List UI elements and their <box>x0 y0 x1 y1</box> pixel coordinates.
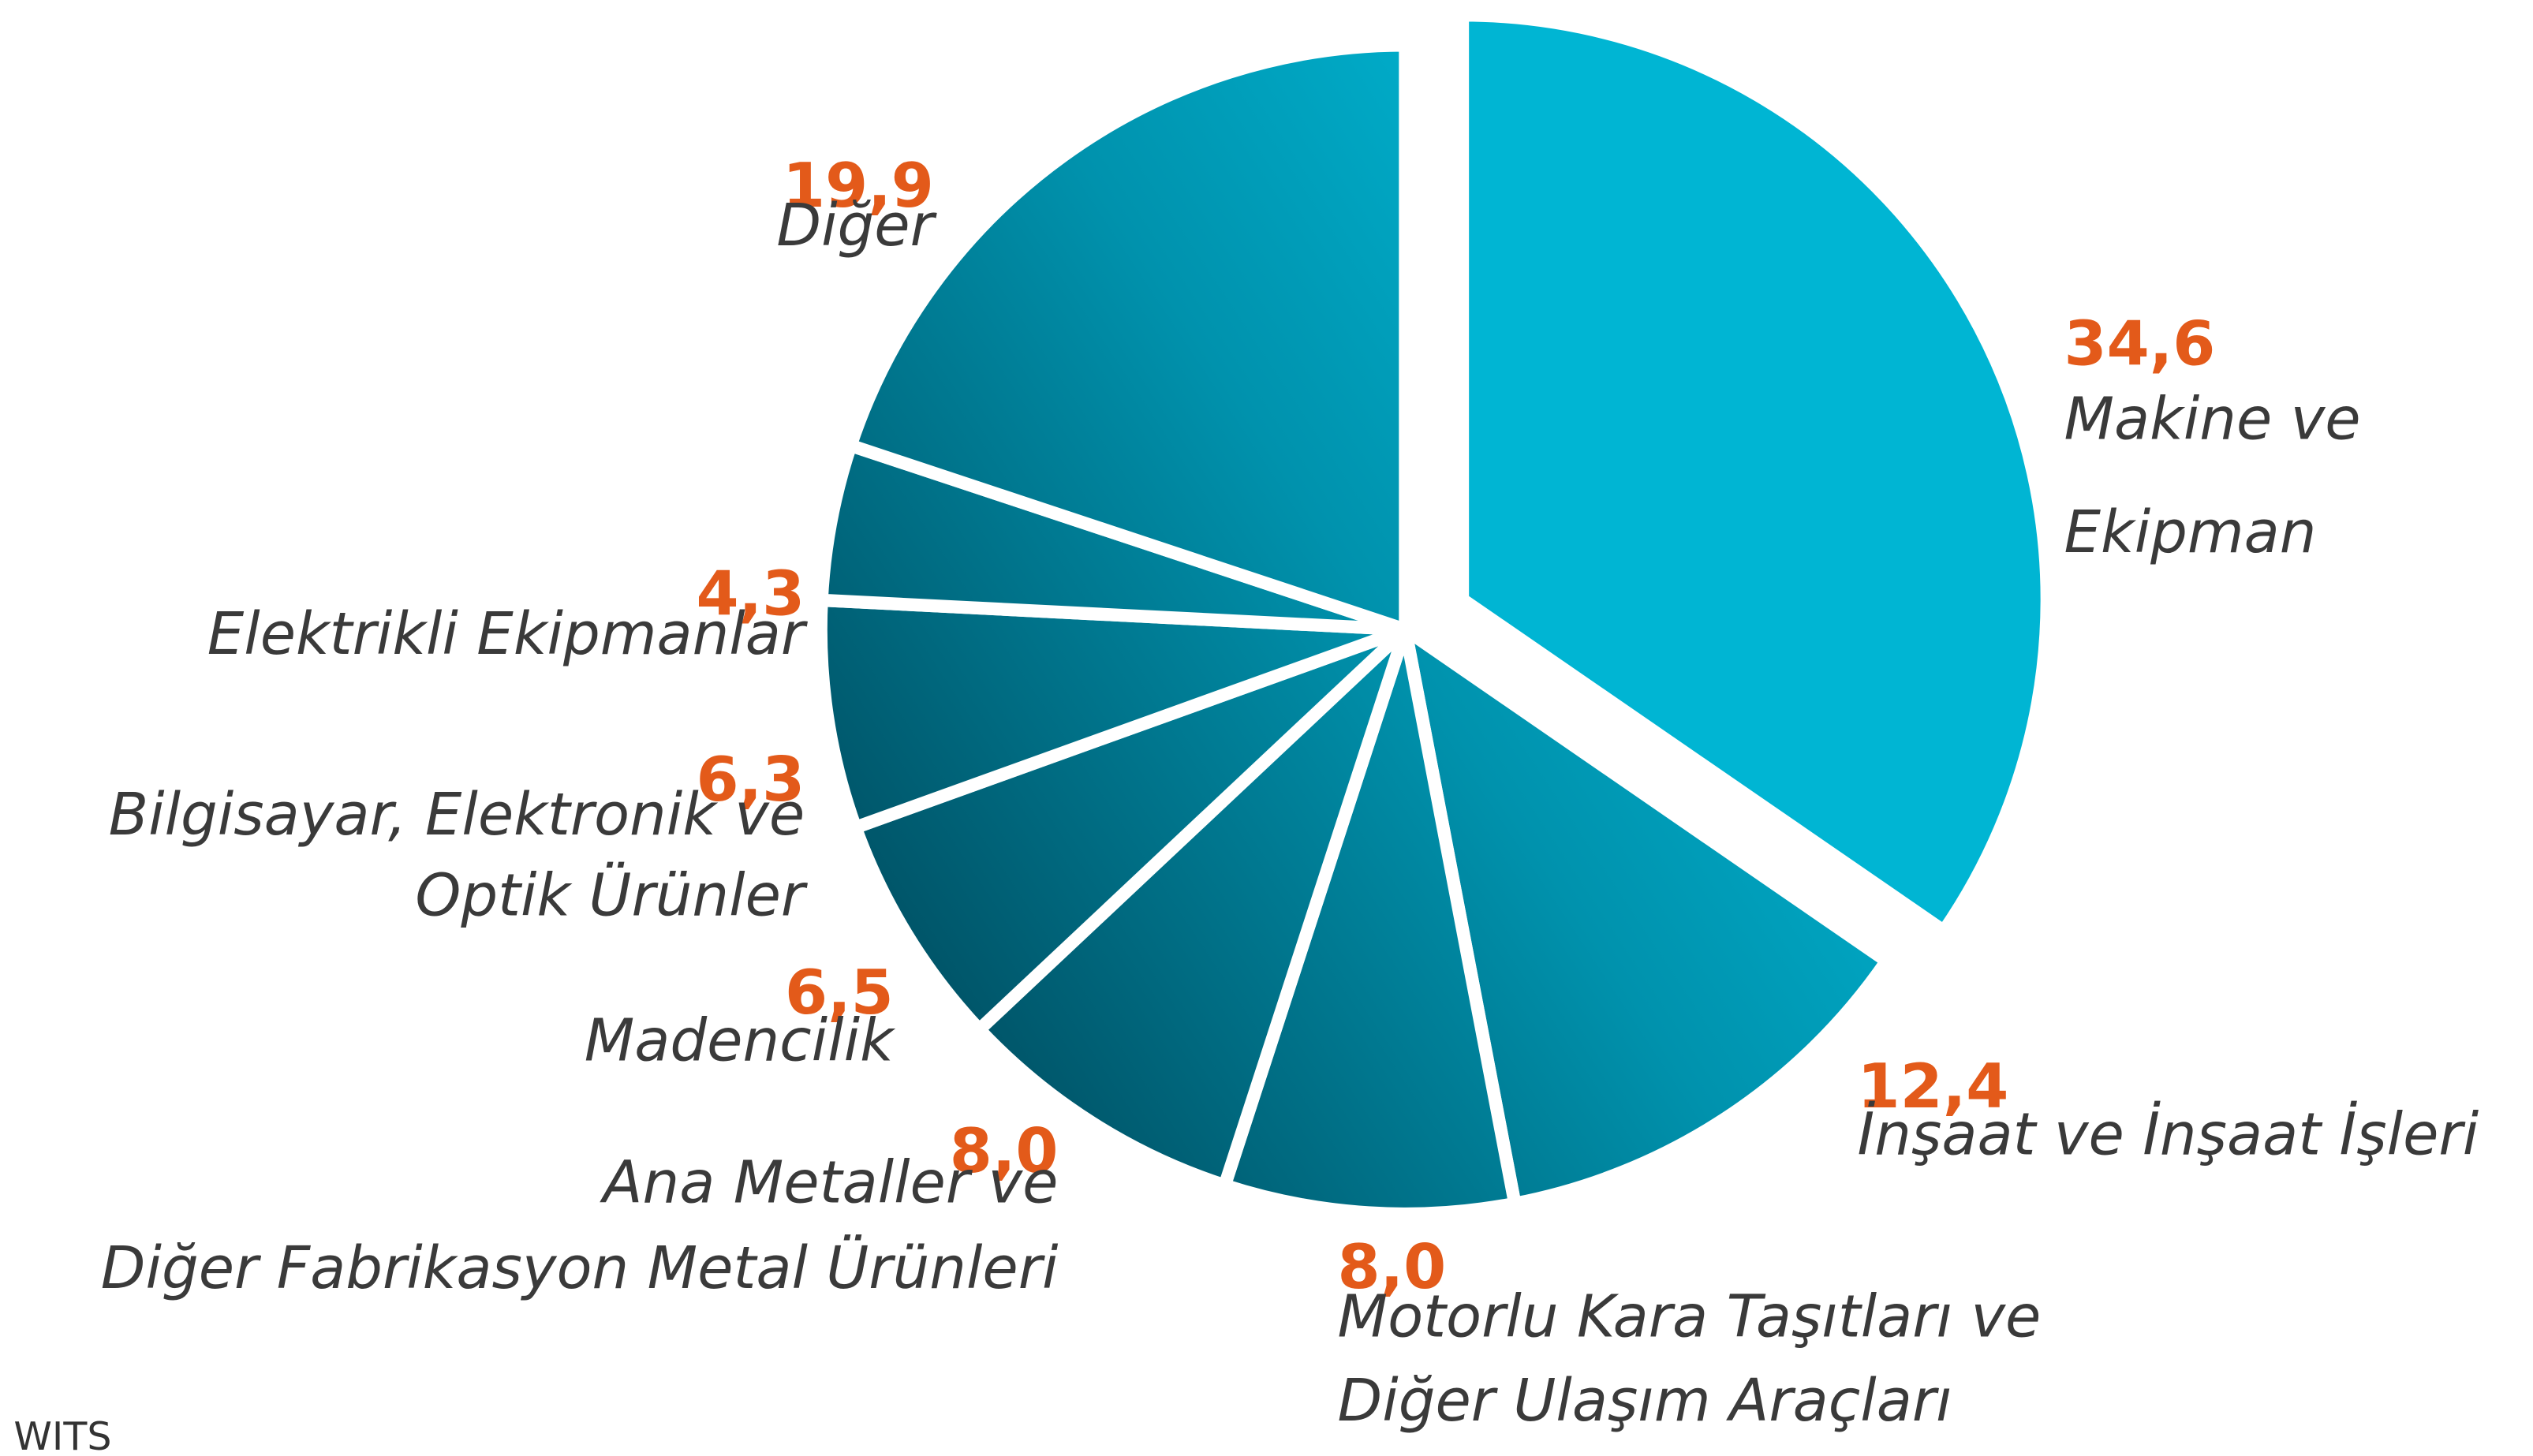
label-line: Ana Metaller ve <box>600 1150 1058 1217</box>
slice-label: Motorlu Kara Taşıtları ve Diğer Ulaşım Ar… <box>1338 1284 2042 1435</box>
label-line: Ekipman <box>2064 499 2317 566</box>
value-label: 6,3 <box>696 745 805 816</box>
slice-label: Diğer <box>776 192 937 259</box>
pie-slice <box>1218 622 1522 1221</box>
slice-label: Bilgisayar, Elektronik ve Optik Ürünler <box>109 782 809 929</box>
label-line: Optik Ürünler <box>415 862 808 929</box>
slice-label: Madencilik <box>585 1008 896 1075</box>
slice-label: Ana Metaller ve Diğer Fabrikasyon Metal Ü… <box>101 1150 1059 1302</box>
label-line: Bilgisayar, Elektronik ve <box>109 782 805 849</box>
pie-slice <box>1399 622 1893 1211</box>
source: WITS <box>13 1413 111 1456</box>
value-label: 6,5 <box>785 958 894 1029</box>
pie-slice <box>1455 9 2054 938</box>
slice-label: İnşaat ve İnşaat İşleri <box>1858 1100 2479 1168</box>
value-label: 12,4 <box>1858 1051 2009 1122</box>
label-line: Makine ve <box>2064 386 2361 454</box>
slice-label: Elektrikli Ekipmanlar <box>207 601 809 668</box>
label-line: Motorlu Kara Taşıtları ve <box>1338 1284 2042 1351</box>
pie-slice <box>973 622 1412 1192</box>
label-line: Diğer Fabrikasyon Metal Ürünleri <box>101 1235 1059 1302</box>
value-label: 34,6 <box>2064 309 2216 380</box>
value-label: 4,3 <box>696 559 805 630</box>
pie-slice <box>844 39 1412 637</box>
slice-label: Makine ve Ekipman <box>2064 386 2361 566</box>
pie-slice <box>849 622 1412 1036</box>
value-label: 19,9 <box>783 151 934 222</box>
label-line: Diğer Ulaşım Araçları <box>1338 1368 1952 1435</box>
value-label: 8,0 <box>1338 1232 1447 1303</box>
value-label: 8,0 <box>950 1116 1059 1187</box>
pie-slice <box>814 593 1412 834</box>
